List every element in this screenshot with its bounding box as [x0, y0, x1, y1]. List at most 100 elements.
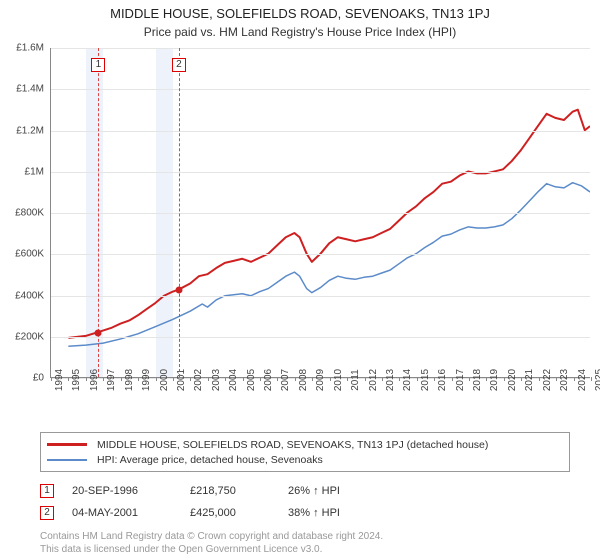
x-axis-label: 2015: [420, 369, 431, 391]
x-axis-label: 2018: [472, 369, 483, 391]
attribution-line-1: Contains HM Land Registry data © Crown c…: [40, 530, 570, 543]
legend-label-1: MIDDLE HOUSE, SOLEFIELDS ROAD, SEVENOAKS…: [97, 439, 488, 451]
sale-row-badge: 2: [40, 506, 54, 520]
x-axis-label: 2019: [489, 369, 500, 391]
gridline: [51, 89, 590, 90]
x-axis-label: 1998: [124, 369, 135, 391]
x-tick: [452, 377, 453, 381]
chart-title: MIDDLE HOUSE, SOLEFIELDS ROAD, SEVENOAKS…: [0, 0, 600, 21]
gridline: [51, 48, 590, 49]
gridline: [51, 131, 590, 132]
x-axis-label: 2021: [524, 369, 535, 391]
series-line: [68, 110, 590, 338]
x-tick: [521, 377, 522, 381]
sale-price: £218,750: [190, 485, 270, 497]
attribution-line-2: This data is licensed under the Open Gov…: [40, 543, 570, 556]
x-axis-label: 2016: [437, 369, 448, 391]
x-tick: [190, 377, 191, 381]
x-axis-label: 2024: [577, 369, 588, 391]
x-axis-label: 2008: [298, 369, 309, 391]
legend-swatch-1: [47, 443, 87, 446]
x-tick: [347, 377, 348, 381]
legend-row-2: HPI: Average price, detached house, Seve…: [47, 452, 563, 467]
x-axis-label: 2023: [559, 369, 570, 391]
x-tick: [173, 377, 174, 381]
x-tick: [225, 377, 226, 381]
x-tick: [208, 377, 209, 381]
sale-date: 04-MAY-2001: [72, 507, 172, 519]
sale-marker-line: [179, 48, 180, 377]
x-axis-label: 2020: [507, 369, 518, 391]
x-axis-label: 1995: [71, 369, 82, 391]
sale-pct: 26% ↑ HPI: [288, 485, 368, 497]
y-axis-label: £600K: [15, 249, 44, 260]
sale-row: 2 04-MAY-2001 £425,000 38% ↑ HPI: [40, 502, 570, 524]
x-axis-label: 2013: [385, 369, 396, 391]
gridline: [51, 254, 590, 255]
gridline: [51, 296, 590, 297]
x-axis-label: 2025: [594, 369, 600, 391]
x-tick: [295, 377, 296, 381]
sale-dot: [95, 329, 102, 336]
x-axis-label: 2001: [176, 369, 187, 391]
y-axis-label: £800K: [15, 208, 44, 219]
x-tick: [591, 377, 592, 381]
y-axis-label: £0: [33, 373, 44, 384]
x-tick: [574, 377, 575, 381]
x-axis-label: 2007: [280, 369, 291, 391]
legend-box: MIDDLE HOUSE, SOLEFIELDS ROAD, SEVENOAKS…: [40, 432, 570, 472]
x-axis-label: 2002: [193, 369, 204, 391]
y-axis-label: £200K: [15, 331, 44, 342]
sale-dot: [175, 287, 182, 294]
x-tick: [156, 377, 157, 381]
x-tick: [51, 377, 52, 381]
x-tick: [260, 377, 261, 381]
x-axis-label: 2010: [333, 369, 344, 391]
x-tick: [434, 377, 435, 381]
x-tick: [469, 377, 470, 381]
sale-pct: 38% ↑ HPI: [288, 507, 368, 519]
sale-marker-line: [98, 48, 99, 377]
legend-swatch-2: [47, 459, 87, 461]
x-axis-label: 2017: [455, 369, 466, 391]
x-tick: [277, 377, 278, 381]
sale-marker-badge: 1: [91, 58, 105, 72]
x-axis-label: 2000: [159, 369, 170, 391]
legend-row-1: MIDDLE HOUSE, SOLEFIELDS ROAD, SEVENOAKS…: [47, 437, 563, 452]
x-tick: [382, 377, 383, 381]
sale-price: £425,000: [190, 507, 270, 519]
sales-table: 1 20-SEP-1996 £218,750 26% ↑ HPI 2 04-MAY-200…: [40, 480, 570, 524]
x-tick: [399, 377, 400, 381]
y-axis-label: £1.4M: [16, 84, 44, 95]
x-axis-label: 2004: [228, 369, 239, 391]
x-tick: [138, 377, 139, 381]
x-tick: [68, 377, 69, 381]
sale-row: 1 20-SEP-1996 £218,750 26% ↑ HPI: [40, 480, 570, 502]
x-axis-label: 2022: [542, 369, 553, 391]
x-tick: [417, 377, 418, 381]
x-tick: [365, 377, 366, 381]
x-axis-label: 1997: [106, 369, 117, 391]
x-axis-label: 2003: [211, 369, 222, 391]
x-tick: [86, 377, 87, 381]
y-axis-label: £1.2M: [16, 125, 44, 136]
x-axis-label: 1994: [54, 369, 65, 391]
y-axis-label: £1M: [25, 166, 44, 177]
x-tick: [103, 377, 104, 381]
x-tick: [243, 377, 244, 381]
sale-date: 20-SEP-1996: [72, 485, 172, 497]
sale-row-badge: 1: [40, 484, 54, 498]
y-axis-label: £400K: [15, 290, 44, 301]
chart-plot-area: £0£200K£400K£600K£800K£1M£1.2M£1.4M£1.6M…: [50, 48, 590, 378]
gridline: [51, 337, 590, 338]
series-line: [68, 183, 590, 347]
x-tick: [121, 377, 122, 381]
legend-label-2: HPI: Average price, detached house, Seve…: [97, 454, 323, 466]
y-axis-label: £1.6M: [16, 43, 44, 54]
x-tick: [486, 377, 487, 381]
x-axis-label: 1999: [141, 369, 152, 391]
gridline: [51, 172, 590, 173]
x-tick: [330, 377, 331, 381]
gridline: [51, 213, 590, 214]
x-tick: [504, 377, 505, 381]
